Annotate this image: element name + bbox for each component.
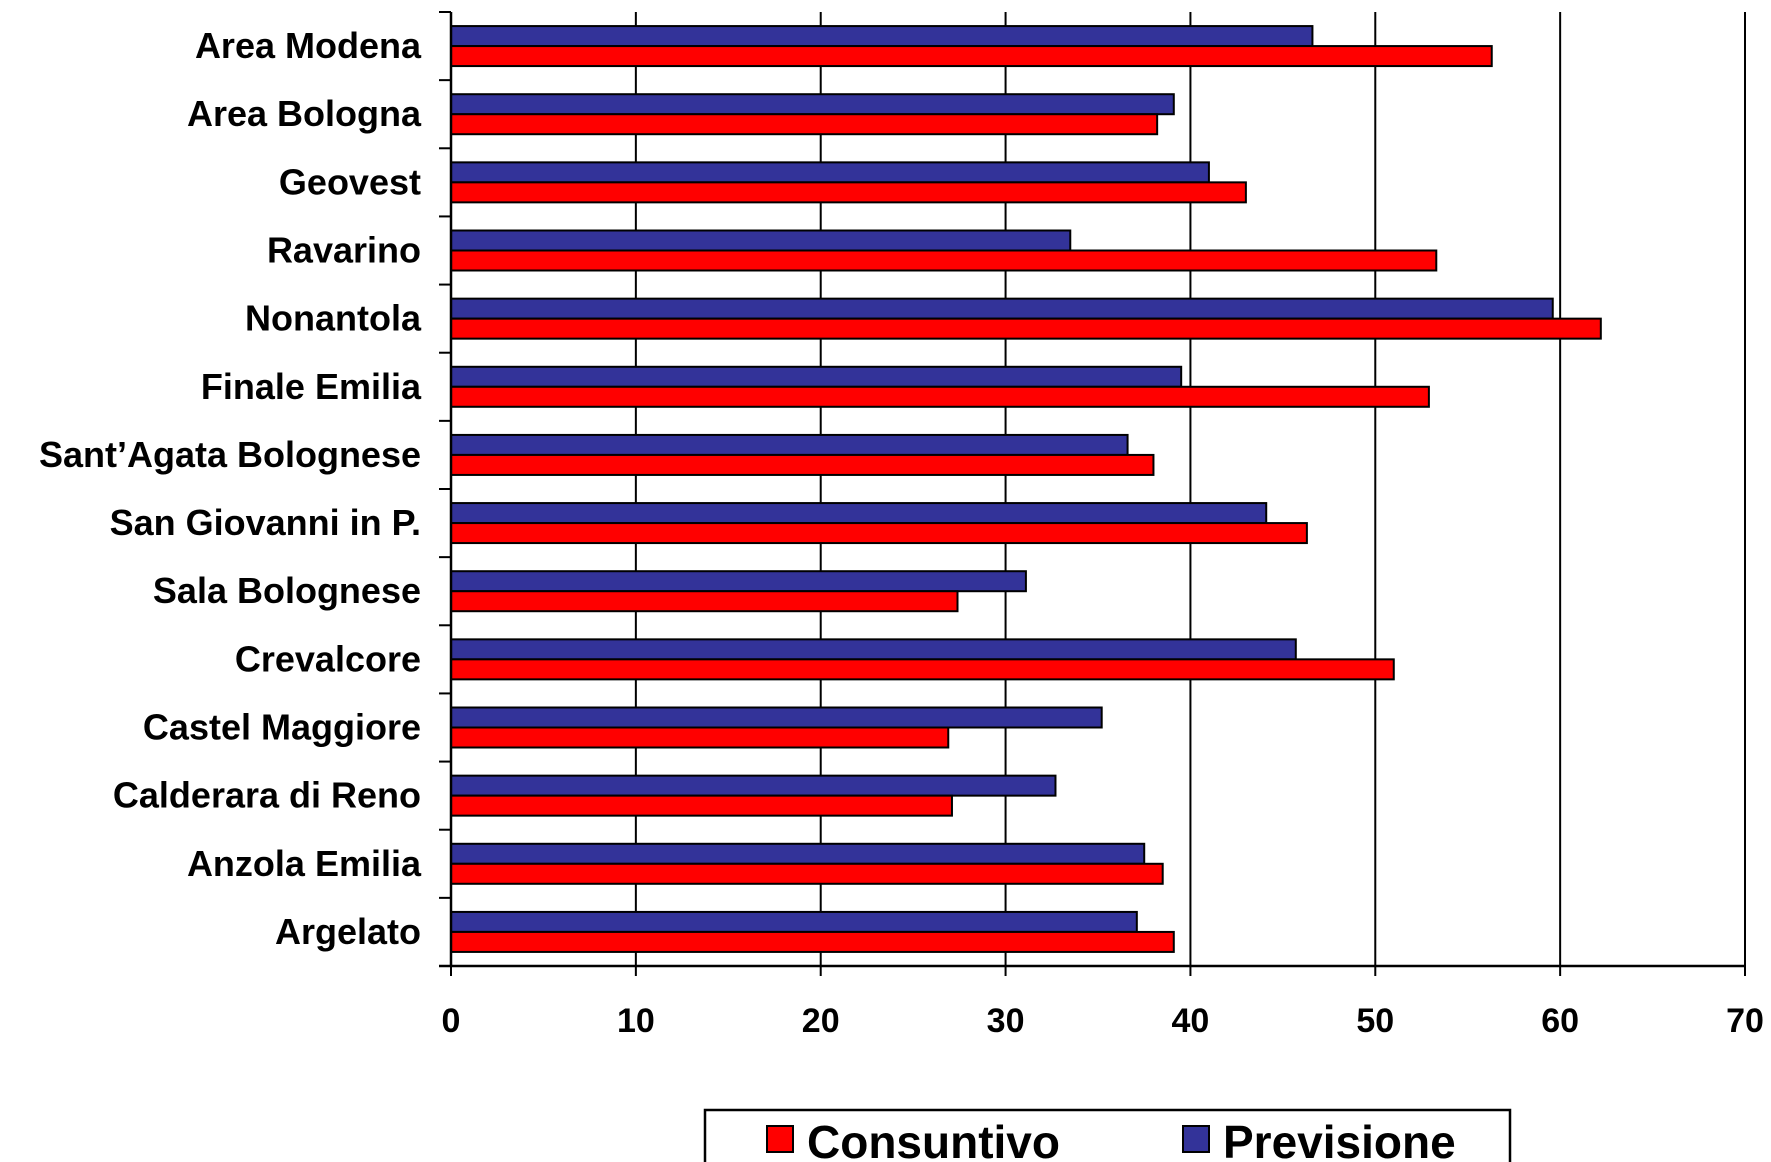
bar-consuntivo <box>450 590 959 613</box>
bar-consuntivo <box>450 317 1602 340</box>
category-labels: Area Modena Area Bologna Geovest Ravarino No… <box>39 25 422 952</box>
category-label: Ravarino <box>267 230 421 271</box>
bar-consuntivo <box>450 658 1395 681</box>
legend-label-consuntivo: Consuntivo <box>807 1116 1060 1162</box>
bar-previsione <box>450 910 1138 933</box>
bar-previsione <box>450 570 1027 593</box>
category-label: Nonantola <box>245 298 422 339</box>
bar-previsione <box>450 842 1146 865</box>
bar-previsione <box>450 433 1129 456</box>
category-label: Argelato <box>275 911 421 952</box>
bar-previsione <box>450 774 1057 797</box>
category-label: Anzola Emilia <box>187 843 422 884</box>
category-label: Castel Maggiore <box>143 707 421 748</box>
category-label: San Giovanni in P. <box>110 502 421 543</box>
grid-lines <box>634 12 1746 966</box>
bar-consuntivo <box>450 113 1159 136</box>
category-label: Geovest <box>279 161 421 202</box>
x-tick-label: 30 <box>987 1002 1025 1040</box>
legend-swatch-previsione <box>1182 1125 1210 1153</box>
category-label: Crevalcore <box>235 638 421 679</box>
x-tick-label: 0 <box>442 1002 461 1040</box>
legend: Consuntivo Previsione <box>703 1108 1512 1162</box>
bar-previsione <box>450 161 1210 184</box>
x-tick-label: 50 <box>1356 1002 1394 1040</box>
bar-previsione <box>450 365 1183 388</box>
bar-consuntivo <box>450 794 953 817</box>
x-tick-label: 10 <box>617 1002 655 1040</box>
legend-swatch-consuntivo <box>766 1125 794 1153</box>
bar-consuntivo <box>450 522 1308 545</box>
bar-previsione <box>450 502 1268 525</box>
axes <box>439 11 1746 976</box>
bar-consuntivo <box>450 385 1430 408</box>
bar-consuntivo <box>450 181 1247 204</box>
x-tick-label: 70 <box>1726 1002 1764 1040</box>
category-label: Sant’Agata Bolognese <box>39 434 421 475</box>
bar-consuntivo <box>450 726 950 749</box>
category-label: Area Bologna <box>187 93 422 134</box>
bar-consuntivo <box>450 862 1164 885</box>
bar-consuntivo <box>450 45 1493 68</box>
bar-previsione <box>450 229 1072 252</box>
bar-previsione <box>450 93 1175 116</box>
x-tick-labels: 0 10 20 30 40 50 60 70 <box>442 1002 1764 1040</box>
bars <box>450 25 1602 953</box>
bar-previsione <box>450 25 1314 48</box>
bar-consuntivo <box>450 453 1155 476</box>
bar-previsione <box>450 706 1103 729</box>
legend-box <box>703 1108 1512 1162</box>
category-label: Sala Bolognese <box>153 570 421 611</box>
x-tick-label: 60 <box>1541 1002 1579 1040</box>
bar-previsione <box>450 638 1297 661</box>
x-tick-label: 40 <box>1172 1002 1210 1040</box>
bar-previsione <box>450 297 1554 320</box>
bar-consuntivo <box>450 249 1438 272</box>
x-tick-label: 20 <box>802 1002 840 1040</box>
legend-label-previsione: Previsione <box>1223 1116 1456 1162</box>
category-label: Area Modena <box>195 25 422 66</box>
category-label: Finale Emilia <box>201 366 422 407</box>
category-label: Calderara di Reno <box>113 775 421 816</box>
bar-consuntivo <box>450 930 1175 953</box>
